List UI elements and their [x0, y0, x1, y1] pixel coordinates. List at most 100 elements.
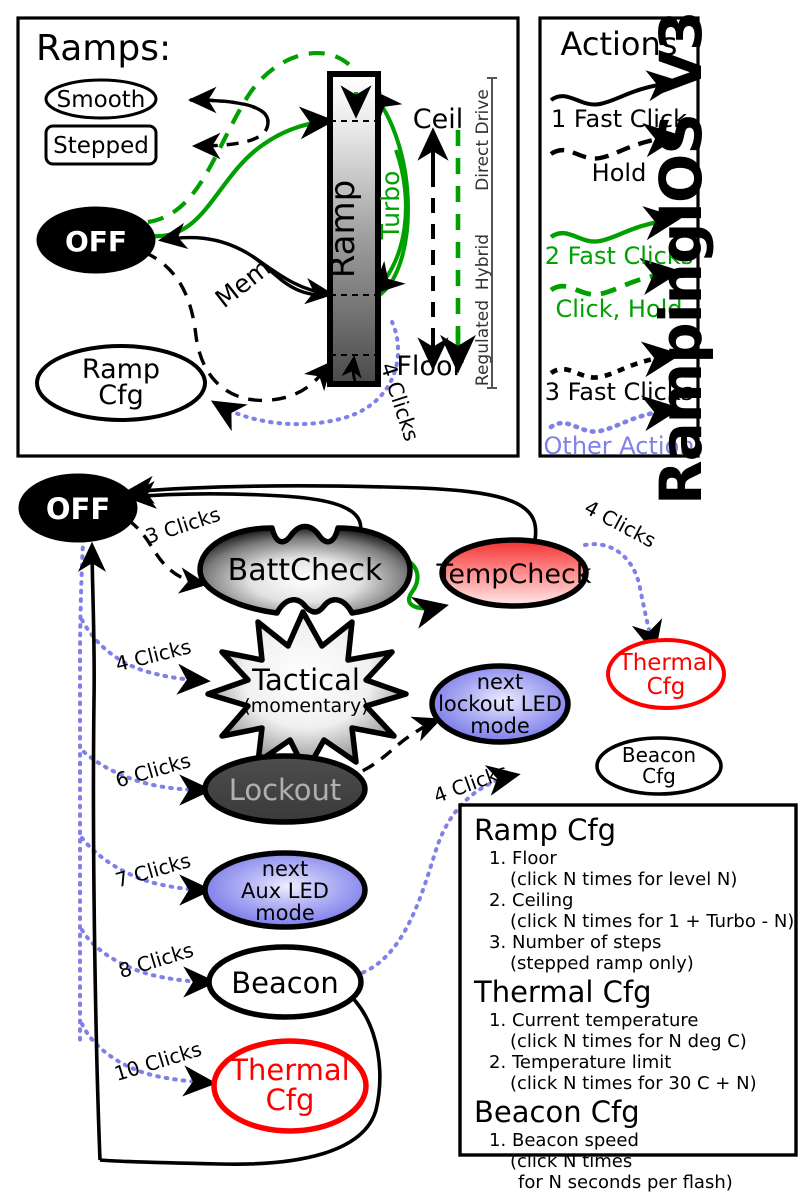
edge-bottom-loop-to-off	[77, 541, 107, 1161]
edge-off-to-thermalcfg	[80, 1022, 217, 1097]
node-thermal-cfg-right-line2: Cfg	[647, 674, 686, 700]
node-tempcheck[interactable]	[439, 537, 589, 609]
edge-off-to-ramp-green	[151, 106, 336, 239]
cfg-heading-thermal: Thermal Cfg	[473, 975, 652, 1009]
node-lockout-label: Lockout	[229, 773, 342, 807]
action-sample-click-hold	[549, 257, 682, 297]
cfg-ramp-item-3-text: Number of steps	[512, 932, 661, 953]
cfg-ramp-item-1-num: 1.	[489, 848, 506, 869]
action-label-1: Hold	[592, 159, 647, 187]
edge-off-dotted-trunk	[77, 520, 86, 1042]
edge-floor-up-inbar	[341, 355, 362, 385]
cfg-ramp-item-3-num: 3.	[489, 932, 506, 953]
ramp-bar-label: Ramp	[323, 180, 363, 278]
actions-panel-heading: Actions	[561, 25, 678, 63]
cfg-ramp-item-1-text: Floor	[512, 848, 557, 869]
node-lockout-led-line3: mode	[470, 714, 530, 738]
node-thermal-cfg-lower-line2: Cfg	[266, 1083, 315, 1117]
node-beacon-cfg[interactable]	[595, 736, 723, 796]
node-smooth-label: Smooth	[57, 87, 146, 113]
cfg-heading-ramp: Ramp Cfg	[474, 813, 616, 847]
cfg-ramp-item-3-note: (stepped ramp only)	[510, 953, 694, 974]
node-tactical-line1: Tactical	[251, 663, 360, 697]
node-tactical-line2: (momentary)	[243, 695, 368, 717]
edge-ramp-to-stepped	[189, 98, 270, 160]
action-label-3: Click, Hold	[555, 295, 682, 323]
drive-scale-hybrid: Hybrid	[473, 234, 493, 290]
edge-tempcheck-to-off	[123, 475, 538, 541]
cfg-beacon-item-1-text: Beacon speed	[512, 1130, 639, 1151]
node-off-lower-label: OFF	[46, 492, 110, 526]
cfg-beacon-item-1-num: 1.	[489, 1130, 506, 1151]
node-ramp-cfg-line1: Ramp	[82, 354, 160, 385]
cfg-ramp-item-2-note: (click N times for 1 + Turbo - N)	[510, 911, 794, 932]
node-off-lower[interactable]	[18, 473, 138, 543]
node-battcheck[interactable]: BattCheck	[197, 523, 413, 616]
drive-scale-direct-drive: Direct Drive	[473, 89, 493, 191]
node-beacon-label: Beacon	[231, 966, 339, 1000]
ramps-panel-frame	[16, 16, 520, 458]
edge-off-to-tactical	[80, 618, 211, 695]
edge-label-mem: Mem	[210, 253, 276, 314]
node-lockout[interactable]	[202, 753, 368, 825]
action-sample-hold	[549, 123, 682, 161]
cfg-heading-beacon: Beacon Cfg	[474, 1095, 640, 1129]
node-thermal-cfg-right[interactable]	[606, 638, 726, 710]
action-label-2: 2 Fast Clicks	[545, 242, 693, 270]
node-thermal-cfg-lower-line1: Thermal	[229, 1053, 349, 1087]
node-tactical[interactable]: Tactical (momentary)	[205, 609, 409, 775]
node-ramp-cfg[interactable]	[35, 344, 207, 422]
edge-label-7-clicks: 7 Clicks	[113, 848, 194, 892]
cfg-ramp-item-2-num: 2.	[489, 890, 506, 911]
edge-off-to-battcheck	[126, 518, 209, 594]
node-lockout-led-line1: next	[477, 670, 524, 694]
edge-ramp-to-rampcfg-dotted	[210, 320, 400, 432]
node-off-upper[interactable]	[36, 206, 156, 274]
action-label-4: 3 Fast Clicks	[545, 378, 693, 406]
cfg-thermal-item-2-num: 2.	[489, 1052, 506, 1073]
actions-panel-frame	[538, 16, 700, 458]
edge-battcheck-to-off	[125, 480, 363, 546]
edge-off-to-auxled	[80, 836, 213, 906]
node-smooth[interactable]	[44, 78, 158, 120]
node-beacon[interactable]	[206, 944, 364, 1020]
ramp-bar	[327, 71, 381, 387]
node-tempcheck-label: TempCheck	[435, 559, 591, 590]
edge-tempcheck-to-thermalcfg	[583, 542, 663, 655]
page-title: RampingIOS V3	[647, 11, 715, 505]
action-sample-2-fast-clicks	[549, 206, 682, 244]
node-aux-led-line1: next	[262, 857, 309, 881]
node-thermal-cfg-lower[interactable]	[211, 1038, 369, 1134]
node-aux-led-line2: Aux LED	[241, 879, 329, 903]
node-lockout-led-mode[interactable]	[429, 663, 571, 745]
edge-label-4-clicks-beacon: 4 Clicks	[430, 759, 511, 808]
node-stepped[interactable]	[44, 124, 158, 166]
node-lockout-led-line2: lockout LED	[438, 692, 562, 716]
drive-scale-regulated: Regulated	[473, 300, 493, 386]
cfg-thermal-item-2-note: (click N times for 30 C + N)	[510, 1073, 757, 1094]
edge-label-3-clicks: 3 Clicks	[142, 502, 223, 549]
edge-beacon-bottom-loop	[99, 980, 382, 1166]
node-thermal-cfg-right-line1: Thermal	[618, 650, 714, 676]
action-sample-other-action	[548, 395, 682, 434]
cfg-thermal-item-1-num: 1.	[489, 1010, 506, 1031]
edge-off-to-lockout	[82, 750, 213, 806]
edge-label-4-clicks-tactical: 4 Clicks	[113, 634, 194, 676]
node-aux-led-line3: mode	[255, 901, 315, 925]
cfg-thermal-item-1-text: Current temperature	[512, 1010, 698, 1031]
cfg-ramp-item-2-text: Ceiling	[512, 890, 573, 911]
node-beacon-cfg-line1: Beacon	[622, 743, 696, 767]
cfg-box-frame	[458, 803, 798, 1157]
edge-beacon-to-beaconcfg	[336, 765, 521, 980]
action-sample-1-fast-click	[549, 70, 681, 107]
edge-lockout-to-lockoutled	[341, 716, 442, 780]
edge-turbo-down	[370, 149, 408, 296]
node-off-upper-label: OFF	[65, 225, 127, 258]
node-aux-led-mode[interactable]	[202, 850, 368, 930]
cfg-beacon-item-1-note2: for N seconds per flash)	[518, 1172, 733, 1193]
axis-label-floor: Floor	[396, 351, 464, 382]
action-label-0: 1 Fast Click	[551, 105, 687, 133]
ramps-panel-heading: Ramps:	[36, 28, 171, 69]
